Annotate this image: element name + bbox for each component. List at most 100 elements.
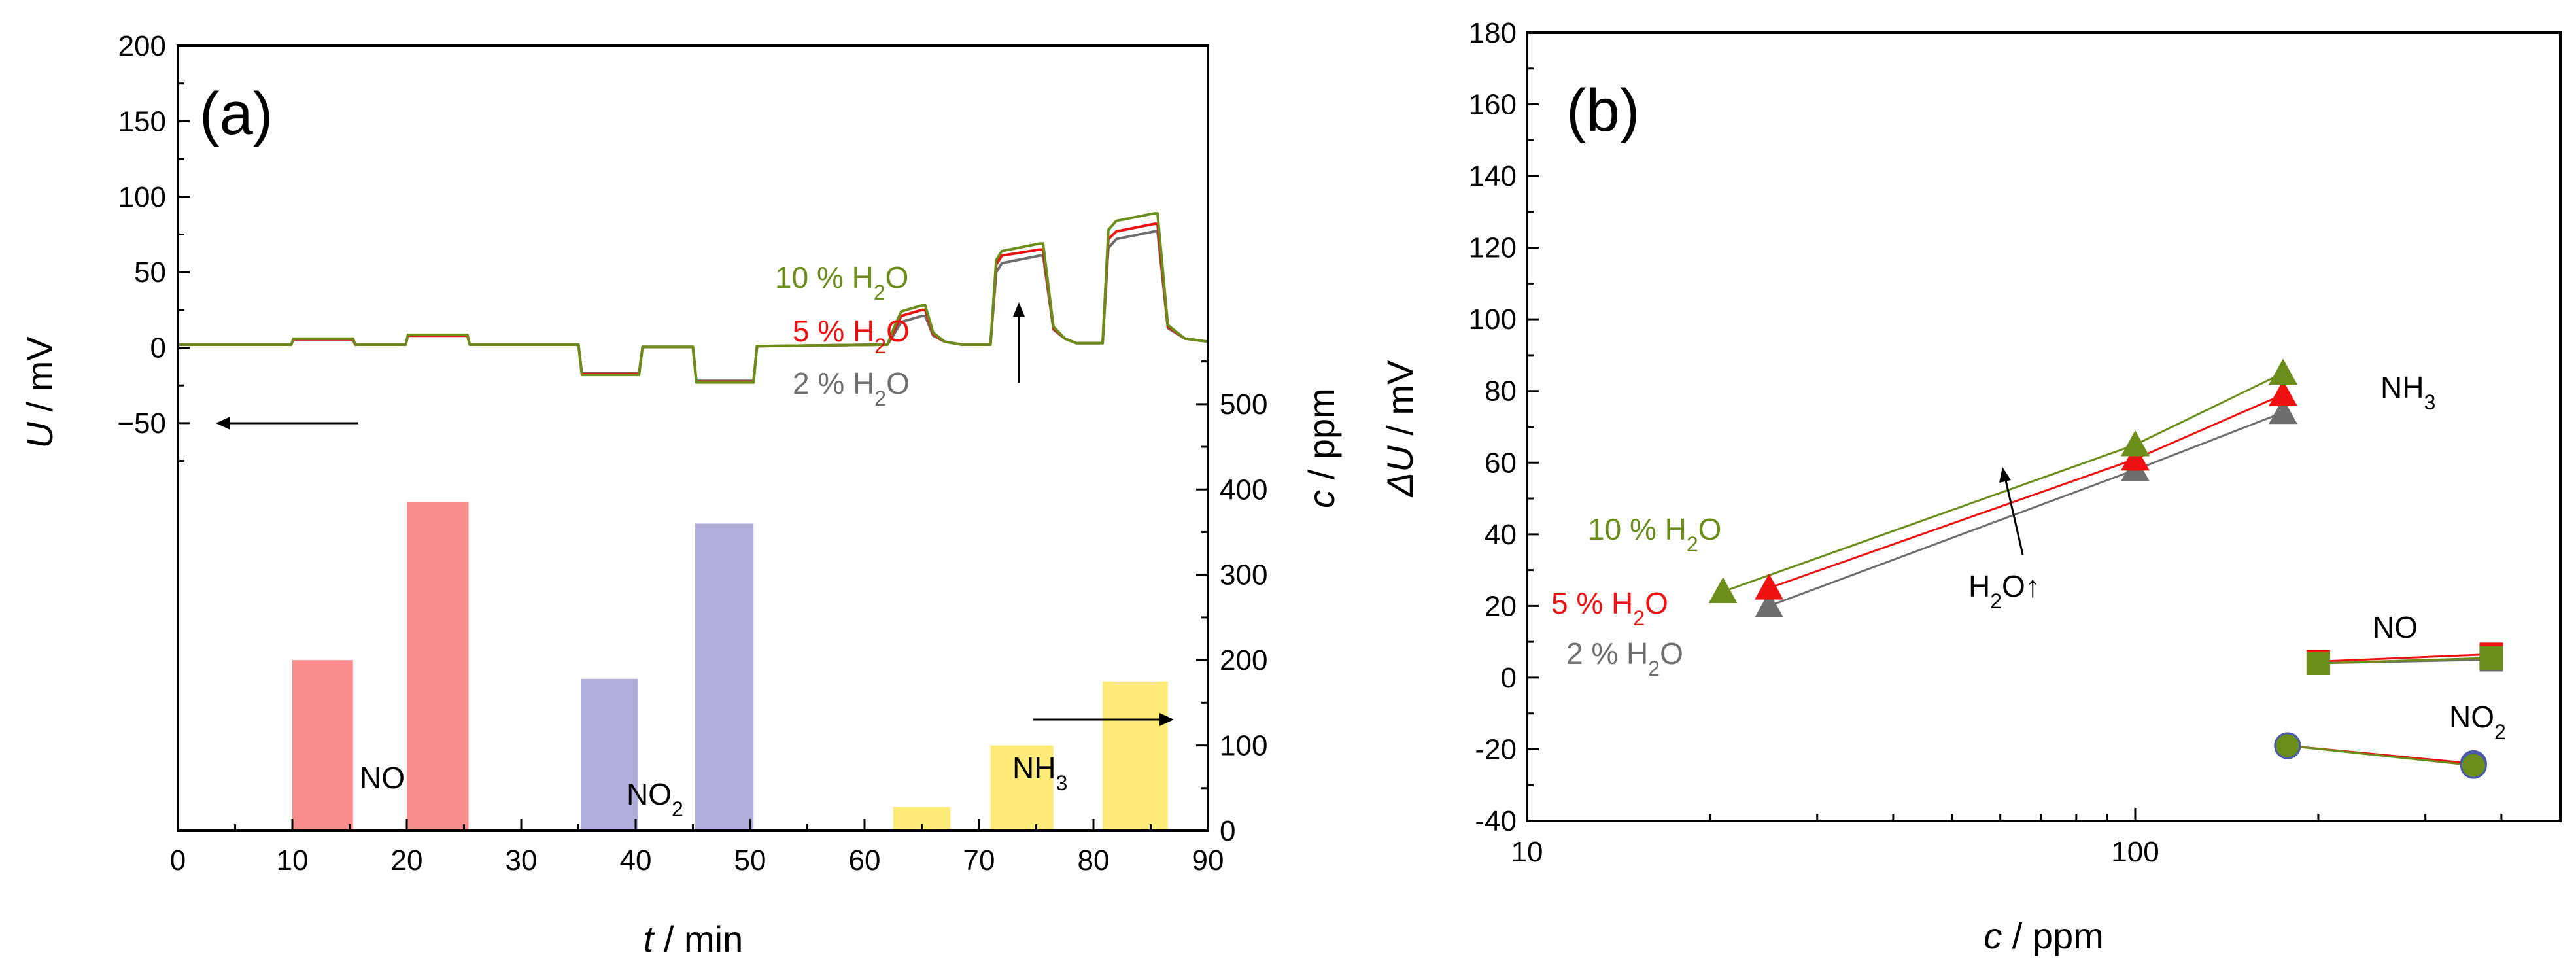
- x-axis-title-a: t / min: [644, 918, 743, 960]
- gas-label-no-a: NO: [360, 761, 405, 795]
- gas-label-nh3-b: NH3: [2380, 370, 2435, 414]
- marker-nh3-2-1: [2120, 430, 2150, 457]
- gas-label-no2-a: NO2: [627, 777, 683, 821]
- y-tick-label-b-20: 20: [1485, 590, 1517, 622]
- y-axis-a: −50 0 50 100 150 200: [117, 30, 190, 462]
- marker-nh3-2-0: [1708, 577, 1738, 604]
- panel-a-chart: 0 10 20 30 40 50 60 70 80 90 −50 0 50 100 150 200 0 100…: [19, 30, 1342, 960]
- y-tick-label-a--50: −50: [117, 408, 166, 440]
- label-h2o-arrow-b: H2O↑: [1968, 569, 2040, 613]
- markers-layer: [1708, 358, 2503, 779]
- gas-label-no2-b: NO2: [2449, 700, 2506, 744]
- label-2-h2o-b: 2 % H2O: [1566, 636, 1683, 680]
- x-tick-label-a-10: 10: [277, 844, 309, 877]
- y-tick-label-a-150: 150: [118, 105, 166, 137]
- x-tick-label-a-0: 0: [170, 844, 186, 877]
- y-tick-label-b-180: 180: [1469, 17, 1517, 49]
- x-tick-label-a-70: 70: [963, 844, 995, 877]
- gas-pulse-no-0: [292, 660, 353, 831]
- x-tick-label-b-10: 10: [1511, 836, 1543, 868]
- marker-no-5-0: [2306, 652, 2330, 675]
- y2-axis-unit-a: / ppm: [1301, 388, 1342, 490]
- fit-line-2: [1723, 372, 2284, 593]
- y-tick-label-b-140: 140: [1469, 160, 1517, 192]
- panel-label-a: (a): [199, 80, 273, 147]
- gas-pulse-no-1: [407, 502, 469, 831]
- x-axis-b: 10 100: [1511, 808, 2503, 868]
- x-axis-unit-a: / min: [653, 918, 743, 960]
- arrow-left-axis: [216, 417, 358, 430]
- y-tick-label-b-60: 60: [1485, 447, 1517, 479]
- y-axis-unit-b: / mV: [1379, 360, 1420, 445]
- x-tick-label-a-30: 30: [506, 844, 538, 877]
- y-tick-label-a-200: 200: [118, 30, 166, 62]
- marker-nh3-0-0: [1755, 591, 1784, 617]
- y2-axis-title-a: c / ppm: [1301, 388, 1342, 508]
- y2-tick-label-a-400: 400: [1220, 474, 1267, 506]
- x-tick-label-a-60: 60: [849, 844, 881, 877]
- y-tick-label-b--40: -40: [1475, 805, 1517, 837]
- y-tick-label-b-40: 40: [1485, 519, 1517, 551]
- y2-tick-label-a-500: 500: [1220, 389, 1267, 421]
- gas-pulse-no2-2: [581, 678, 638, 831]
- y-tick-label-b--20: -20: [1475, 733, 1517, 765]
- voltage-line-2: [178, 212, 1209, 384]
- arrow-right-axis: [1033, 713, 1174, 726]
- x-axis-title-b: c / ppm: [1984, 915, 2104, 956]
- y-tick-label-a-0: 0: [150, 332, 166, 364]
- y-tick-label-a-50: 50: [134, 256, 166, 288]
- y-tick-label-b-0: 0: [1501, 662, 1517, 694]
- x-axis-var-b: c: [1984, 915, 2002, 956]
- x-tick-label-a-40: 40: [620, 844, 652, 877]
- marker-no2-8-1: [2460, 752, 2487, 779]
- x-axis-a: 0 10 20 30 40 50 60 70 80 90: [170, 819, 1224, 877]
- legend-2-h2o: 2 % H2O: [793, 366, 910, 410]
- y-axis-b: -40 -20 0 20 40 60 80 100 120 140 160 180: [1469, 17, 1539, 837]
- marker-nh3-0-2: [2268, 398, 2297, 425]
- x-tick-label-a-20: 20: [391, 844, 423, 877]
- y-axis-title-a: U / mV: [19, 336, 60, 449]
- y2-axis-a: 0 100 200 300 400 500: [1196, 360, 1267, 847]
- arrow-up-h2o-b: [1999, 467, 2024, 555]
- legend-10-h2o: 10 % H2O: [775, 260, 908, 304]
- marker-no2-8-0: [2274, 732, 2301, 759]
- fit-line-8: [2287, 744, 2474, 767]
- y-tick-label-b-80: 80: [1485, 375, 1517, 408]
- y-tick-label-b-100: 100: [1469, 304, 1517, 336]
- x-tick-label-a-50: 50: [734, 844, 766, 877]
- label-5-h2o-b: 5 % H2O: [1551, 586, 1668, 630]
- y2-tick-label-a-300: 300: [1220, 559, 1267, 591]
- y2-tick-label-a-200: 200: [1220, 644, 1267, 676]
- y-axis-title-b: ΔU / mV: [1379, 360, 1420, 498]
- y-axis-unit-a: / mV: [19, 336, 60, 422]
- fit-line-1: [1768, 393, 2284, 589]
- marker-nh3-1-0: [1755, 573, 1784, 600]
- x-axis-var-a: t: [644, 918, 655, 960]
- label-10-h2o-b: 10 % H2O: [1588, 512, 1721, 556]
- legend-5-h2o: 5 % H2O: [793, 314, 910, 358]
- marker-nh3-1-1: [2120, 444, 2150, 471]
- fit-line-5: [2318, 657, 2492, 665]
- panel-label-b: (b): [1566, 77, 1640, 144]
- arrow-up-h2o-a: [1013, 302, 1025, 383]
- gas-label-nh3-a: NH3: [1012, 751, 1067, 795]
- panel-b-chart: 10 100 -40 -20 0 20 40 60 80 100 120 140 160 180 (b)…: [1379, 17, 2562, 956]
- gas-pulse-no2-3: [695, 523, 754, 831]
- y-tick-label-a-100: 100: [118, 181, 166, 213]
- gas-pulse-nh3-6: [1103, 681, 1168, 831]
- marker-nh3-1-2: [2268, 380, 2297, 406]
- y-tick-label-b-160: 160: [1469, 89, 1517, 121]
- y-axis-var-b: ΔU: [1379, 445, 1420, 498]
- plot-frame-b: [1526, 31, 2562, 822]
- fit-lines-layer: [1723, 372, 2492, 767]
- y2-axis-var-a: c: [1301, 490, 1342, 508]
- voltage-lines-layer: [178, 212, 1209, 384]
- x-axis-unit-b: / ppm: [2002, 915, 2104, 956]
- gas-pulse-nh3-5: [990, 745, 1054, 831]
- y-tick-label-b-120: 120: [1469, 232, 1517, 264]
- gas-label-no-b: NO: [2373, 610, 2418, 644]
- x-tick-label-b-100: 100: [2111, 836, 2159, 868]
- marker-nh3-2-2: [2268, 358, 2297, 385]
- x-tick-label-a-80: 80: [1078, 844, 1110, 877]
